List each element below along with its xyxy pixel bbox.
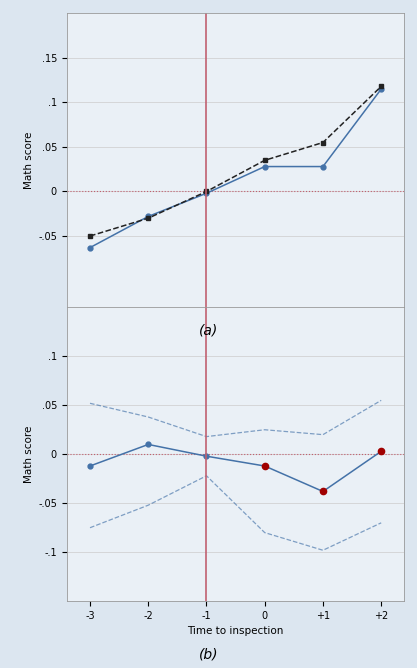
- Evaluated teachers: [146, 212, 151, 220]
- Line: Non evaluated teachers: Non evaluated teachers: [88, 84, 384, 238]
- Non evaluated teachers: [262, 156, 267, 164]
- Non evaluated teachers: [379, 82, 384, 90]
- Y-axis label: Math score: Math score: [24, 132, 34, 189]
- Line: Evaluated teachers: Evaluated teachers: [88, 87, 384, 250]
- X-axis label: Time to inspection: Time to inspection: [187, 333, 284, 343]
- Evaluated teachers: [379, 85, 384, 93]
- Legend: Evaluated teachers, Non evaluated teachers: Evaluated teachers, Non evaluated teache…: [107, 377, 364, 393]
- Evaluated teachers: [262, 162, 267, 170]
- Text: (b): (b): [199, 648, 218, 661]
- Non evaluated teachers: [88, 232, 93, 240]
- Y-axis label: Math score: Math score: [24, 426, 34, 483]
- Non evaluated teachers: [320, 138, 325, 146]
- Text: (a): (a): [199, 324, 218, 337]
- Evaluated teachers: [88, 244, 93, 252]
- Evaluated teachers: [320, 162, 325, 170]
- X-axis label: Time to inspection: Time to inspection: [187, 627, 284, 637]
- Non evaluated teachers: [146, 214, 151, 222]
- Evaluated teachers: [204, 189, 209, 197]
- Non evaluated teachers: [204, 188, 209, 196]
